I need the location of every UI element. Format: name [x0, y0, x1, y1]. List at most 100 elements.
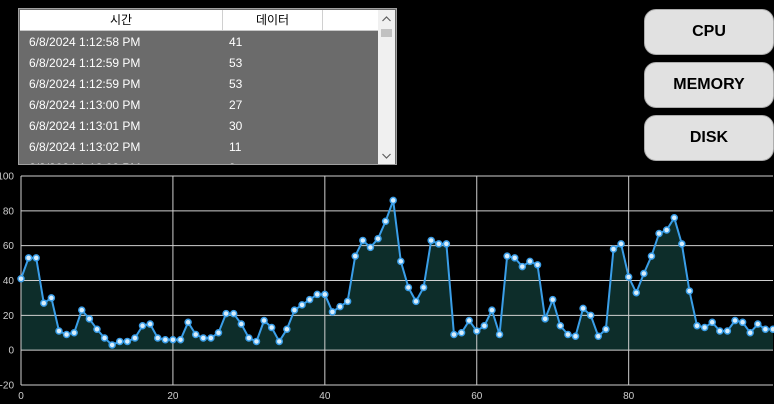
time-cell: 6/8/2024 1:13:01 PM: [29, 118, 141, 133]
memory-button[interactable]: MEMORY: [644, 62, 774, 108]
table-row[interactable]: 6/8/2024 1:12:59 PM 53: [20, 52, 378, 73]
data-point: [267, 323, 276, 332]
data-point: [70, 329, 78, 337]
time-cell: 6/8/2024 1:12:59 PM: [29, 55, 141, 70]
data-point: [754, 320, 762, 328]
data-point: [640, 269, 648, 278]
data-point: [397, 257, 405, 266]
table-row[interactable]: 6/8/2024 1:13:02 PM 11: [20, 136, 378, 157]
data-point: [769, 325, 774, 334]
data-point: [260, 316, 268, 325]
time-cell: 6/8/2024 1:12:59 PM: [29, 76, 141, 91]
data-point: [17, 275, 25, 283]
data-point: [450, 330, 458, 339]
scroll-thumb[interactable]: [381, 29, 392, 37]
grid-header: 시간 데이터: [20, 10, 378, 31]
data-point: [40, 299, 48, 307]
table-row[interactable]: 6/8/2024 1:13:00 PM 27: [20, 94, 378, 115]
data-point: [298, 301, 306, 309]
data-point: [716, 327, 724, 335]
data-point: [678, 240, 686, 248]
data-point: [700, 323, 709, 332]
data-point: [404, 283, 413, 292]
time-cell: 6/8/2024 1:12:58 PM: [29, 34, 141, 49]
data-point: [146, 320, 154, 328]
data-point: [419, 283, 428, 292]
data-point: [313, 290, 321, 299]
value-cell: 27: [229, 97, 243, 112]
data-point: [359, 236, 367, 245]
data-point: [290, 306, 299, 314]
data-point: [510, 254, 519, 262]
data-point: [761, 325, 770, 334]
value-cell: 53: [229, 55, 243, 70]
data-point: [176, 335, 185, 344]
scroll-down-button[interactable]: [378, 147, 395, 164]
data-point: [533, 261, 542, 269]
data-point: [24, 254, 33, 262]
chevron-up-icon: [382, 15, 391, 21]
data-grid[interactable]: 시간 데이터 6/8/2024 1:12:58 PM 41 6/8/2024 1:1…: [18, 8, 397, 165]
data-point: [556, 322, 565, 330]
data-point: [78, 306, 86, 314]
data-point: [693, 322, 701, 330]
value-cell: 9: [223, 161, 323, 165]
cpu-button[interactable]: CPU: [644, 9, 774, 55]
data-point: [229, 309, 238, 318]
y-tick-label: 20: [3, 311, 15, 322]
data-point: [518, 262, 527, 271]
grid-rows: 6/8/2024 1:12:58 PM 41 6/8/2024 1:12:59 PM…: [20, 31, 378, 165]
data-point: [343, 297, 352, 306]
data-point: [609, 245, 618, 253]
data-point: [427, 236, 435, 245]
table-row[interactable]: 6/8/2024 1:13:02 PM9: [20, 157, 378, 165]
value-cell: 11: [229, 139, 242, 154]
data-point: [336, 302, 344, 311]
table-row[interactable]: 6/8/2024 1:12:58 PM 41: [20, 31, 378, 52]
scroll-up-button[interactable]: [378, 10, 395, 27]
data-point: [442, 240, 451, 248]
x-tick-label: 40: [319, 391, 331, 402]
data-point: [480, 322, 489, 330]
data-point: [602, 325, 610, 334]
table-row[interactable]: 6/8/2024 1:13:01 PM 30: [20, 115, 378, 136]
data-point: [457, 329, 466, 337]
data-point: [252, 337, 261, 346]
data-point: [571, 332, 580, 340]
data-point: [374, 234, 382, 243]
data-point: [199, 334, 208, 342]
data-point: [738, 318, 747, 327]
data-point: [670, 214, 679, 222]
data-point: [647, 252, 656, 260]
data-point: [237, 320, 246, 328]
data-point: [746, 329, 754, 337]
data-point: [412, 297, 420, 306]
data-point: [655, 229, 663, 238]
data-point: [548, 295, 557, 304]
y-tick-label: 0: [8, 346, 14, 357]
column-header-data[interactable]: 데이터: [223, 10, 323, 30]
column-header-time[interactable]: 시간: [20, 10, 223, 30]
data-point: [222, 309, 230, 318]
vertical-scrollbar[interactable]: [378, 10, 395, 164]
time-cell: 6/8/2024 1:13:00 PM: [29, 97, 141, 112]
data-point: [321, 290, 329, 299]
data-point: [328, 308, 337, 316]
y-tick-label: 80: [3, 206, 15, 217]
data-point: [351, 252, 359, 260]
table-row[interactable]: 6/8/2024 1:12:59 PM 53: [20, 73, 378, 94]
data-point: [131, 334, 139, 342]
data-point: [389, 196, 397, 205]
data-point: [526, 257, 534, 266]
data-point: [62, 330, 71, 339]
data-point: [214, 329, 223, 337]
data-point: [541, 315, 549, 323]
data-point: [685, 287, 694, 295]
data-point: [662, 226, 671, 234]
data-point: [115, 337, 124, 346]
chevron-down-icon: [382, 153, 391, 159]
data-point: [108, 341, 116, 349]
data-point: [100, 334, 109, 342]
y-tick-label: 100: [0, 172, 14, 183]
